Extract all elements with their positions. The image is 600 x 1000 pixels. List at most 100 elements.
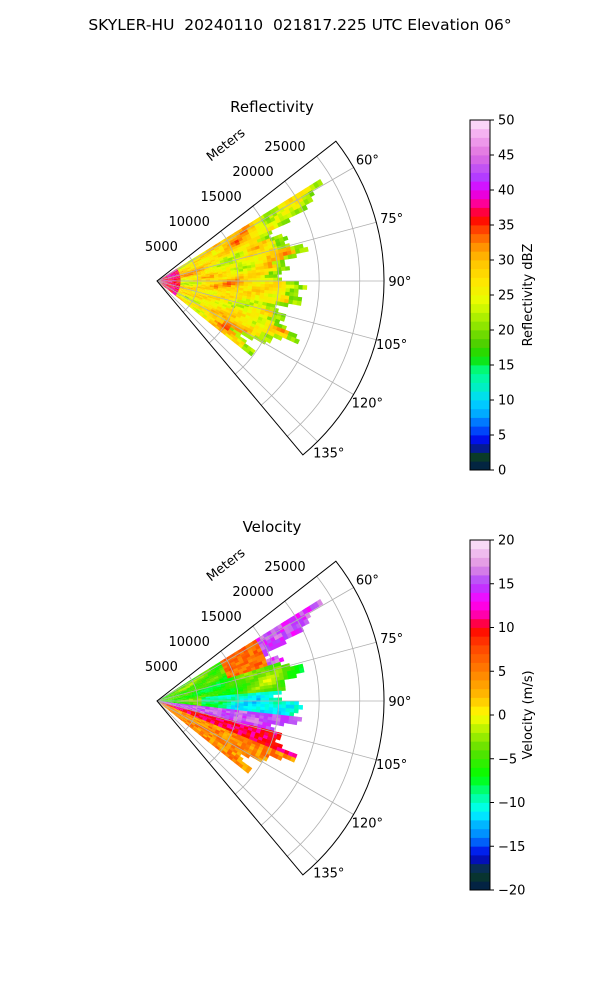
field-cell	[201, 729, 206, 733]
field-cell	[259, 263, 265, 267]
field-cell	[264, 277, 270, 282]
field-cell	[181, 293, 187, 296]
field-cell	[176, 279, 181, 280]
field-cell	[175, 276, 181, 278]
field-cell	[205, 257, 211, 261]
colorbar-segment	[470, 356, 490, 366]
field-cell	[240, 653, 246, 658]
field-cell	[239, 659, 245, 665]
field-cell	[264, 290, 269, 294]
field-cell	[163, 700, 169, 701]
field-cell	[165, 287, 170, 291]
field-cell	[187, 290, 192, 294]
field-cell	[226, 331, 232, 336]
field-cell	[288, 719, 294, 725]
field-cell	[205, 693, 210, 696]
field-cell	[278, 252, 284, 258]
field-cell	[207, 263, 213, 267]
field-cell	[185, 685, 191, 689]
azimuth-gridline	[156, 167, 354, 282]
field-cell	[174, 708, 179, 711]
field-cell	[279, 259, 285, 265]
field-cell	[281, 284, 287, 289]
field-cell	[235, 701, 240, 704]
field-cell	[191, 307, 197, 312]
field-cell	[202, 314, 208, 319]
field-cell	[212, 741, 218, 746]
field-cell	[188, 693, 193, 696]
field-cell	[291, 673, 297, 679]
field-cell	[235, 703, 240, 706]
field-cell	[199, 714, 204, 718]
field-cell	[192, 260, 198, 264]
field-cell	[272, 714, 277, 719]
field-cell	[299, 247, 305, 254]
field-cell	[235, 696, 240, 700]
field-cell	[308, 190, 315, 198]
field-cell	[212, 672, 218, 677]
field-cell	[220, 250, 226, 255]
field-cell	[193, 305, 198, 310]
field-cell	[214, 284, 219, 287]
field-cell	[267, 261, 273, 266]
field-cell	[234, 709, 240, 713]
field-cell	[249, 231, 255, 237]
field-cell	[179, 285, 185, 288]
field-cell	[163, 697, 168, 699]
field-cell	[250, 261, 256, 266]
field-cell	[176, 703, 181, 705]
field-cell	[219, 318, 225, 323]
field-cell	[254, 680, 260, 685]
field-cell	[213, 675, 219, 680]
field-cell	[202, 262, 208, 266]
field-cell	[190, 684, 195, 688]
field-cell	[200, 676, 206, 681]
colorbar-segment	[470, 653, 490, 663]
field-cell	[172, 291, 177, 295]
field-cell	[272, 264, 278, 269]
field-cell	[159, 701, 164, 703]
field-cell	[223, 667, 229, 672]
field-cell	[172, 281, 177, 283]
field-cell	[192, 718, 198, 722]
field-cell	[170, 273, 176, 276]
field-cell	[203, 714, 209, 718]
field-cell	[176, 712, 182, 716]
field-cell	[259, 289, 265, 294]
field-cell	[244, 333, 251, 339]
field-cell	[185, 714, 190, 718]
field-cell	[220, 248, 226, 253]
field-cell	[277, 668, 284, 674]
panel-title: Reflectivity	[230, 98, 314, 116]
field-cell	[207, 262, 212, 266]
field-cell	[170, 707, 175, 711]
field-cell	[219, 659, 225, 664]
field-cell	[207, 315, 212, 320]
field-cell	[207, 295, 213, 299]
field-cell	[205, 668, 211, 673]
field-cell	[207, 727, 212, 731]
field-cell	[258, 677, 264, 682]
field-cell	[212, 713, 218, 717]
colorbar-segment	[470, 715, 490, 725]
field-cell	[181, 713, 187, 716]
field-cell	[230, 274, 236, 278]
field-cell	[241, 322, 247, 327]
field-cell	[214, 731, 220, 735]
field-cell	[218, 747, 224, 753]
field-cell	[168, 710, 173, 714]
field-cell	[196, 708, 202, 712]
field-cell	[222, 275, 228, 278]
field-cell	[192, 679, 197, 683]
field-cell	[267, 296, 273, 301]
field-cell	[170, 287, 175, 290]
field-cell	[175, 275, 181, 278]
field-cell	[312, 601, 320, 609]
field-cell	[249, 678, 255, 683]
field-cell	[247, 291, 252, 295]
field-cell	[272, 294, 277, 299]
field-cell	[286, 670, 293, 676]
field-cell	[278, 657, 285, 663]
field-cell	[230, 270, 236, 273]
